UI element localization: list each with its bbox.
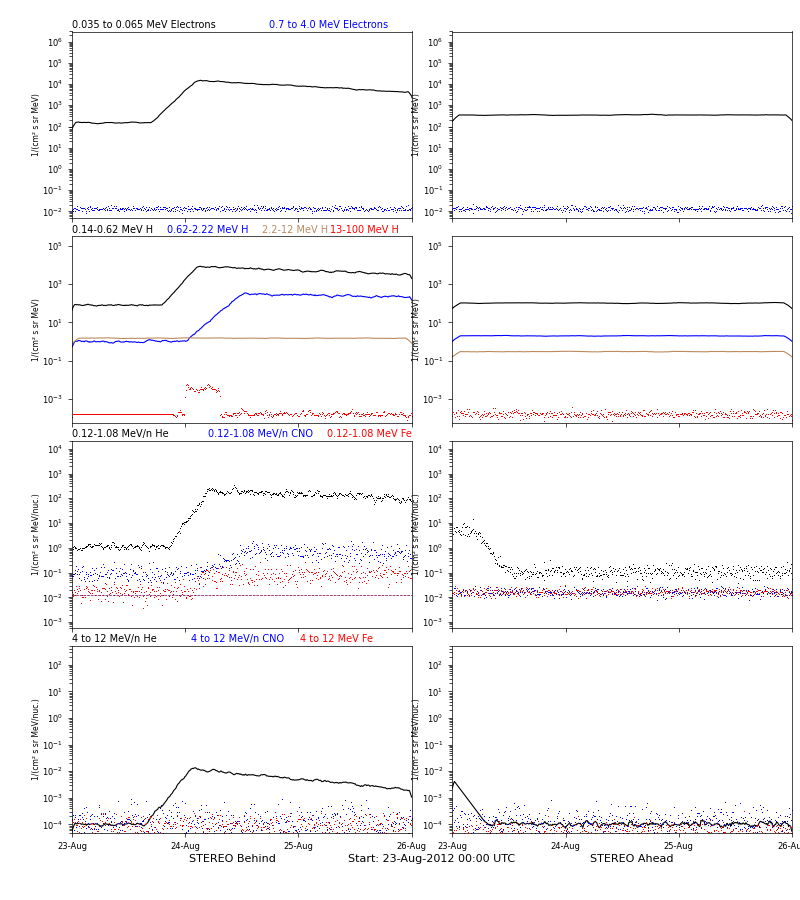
Text: 0.035 to 0.065 MeV Electrons: 0.035 to 0.065 MeV Electrons: [72, 20, 216, 30]
Text: 0.62-2.22 MeV H: 0.62-2.22 MeV H: [167, 224, 249, 235]
Text: 0.12-1.08 MeV/n CNO: 0.12-1.08 MeV/n CNO: [208, 429, 313, 439]
Y-axis label: 1/(cm² s sr MeV): 1/(cm² s sr MeV): [412, 298, 421, 361]
Y-axis label: 1/(cm² s sr MeV): 1/(cm² s sr MeV): [32, 298, 41, 361]
Text: 0.12-1.08 MeV/n He: 0.12-1.08 MeV/n He: [72, 429, 169, 439]
Y-axis label: 1/(cm² s sr MeV): 1/(cm² s sr MeV): [32, 94, 41, 156]
Text: Start: 23-Aug-2012 00:00 UTC: Start: 23-Aug-2012 00:00 UTC: [349, 854, 515, 864]
Y-axis label: 1/(cm² s sr MeV/nuc.): 1/(cm² s sr MeV/nuc.): [32, 493, 41, 575]
Text: 4 to 12 MeV/n CNO: 4 to 12 MeV/n CNO: [191, 634, 284, 644]
Text: STEREO Ahead: STEREO Ahead: [590, 854, 674, 864]
Text: 0.14-0.62 MeV H: 0.14-0.62 MeV H: [72, 224, 153, 235]
Text: 2.2-12 MeV H: 2.2-12 MeV H: [262, 224, 328, 235]
Y-axis label: 1/(cm² s sr MeV/nuc.): 1/(cm² s sr MeV/nuc.): [412, 698, 421, 780]
Y-axis label: 1/(cm² s sr MeV): 1/(cm² s sr MeV): [412, 94, 421, 156]
Text: 4 to 12 MeV Fe: 4 to 12 MeV Fe: [299, 634, 373, 644]
Text: 0.12-1.08 MeV Fe: 0.12-1.08 MeV Fe: [326, 429, 411, 439]
Text: STEREO Behind: STEREO Behind: [189, 854, 275, 864]
Text: 4 to 12 MeV/n He: 4 to 12 MeV/n He: [72, 634, 157, 644]
Text: 0.7 to 4.0 MeV Electrons: 0.7 to 4.0 MeV Electrons: [269, 20, 388, 30]
Y-axis label: 1/(cm² s sr MeV/nuc.): 1/(cm² s sr MeV/nuc.): [31, 698, 41, 780]
Text: 13-100 MeV H: 13-100 MeV H: [330, 224, 399, 235]
Y-axis label: 1/(cm² s sr MeV/nuc.): 1/(cm² s sr MeV/nuc.): [412, 493, 421, 575]
